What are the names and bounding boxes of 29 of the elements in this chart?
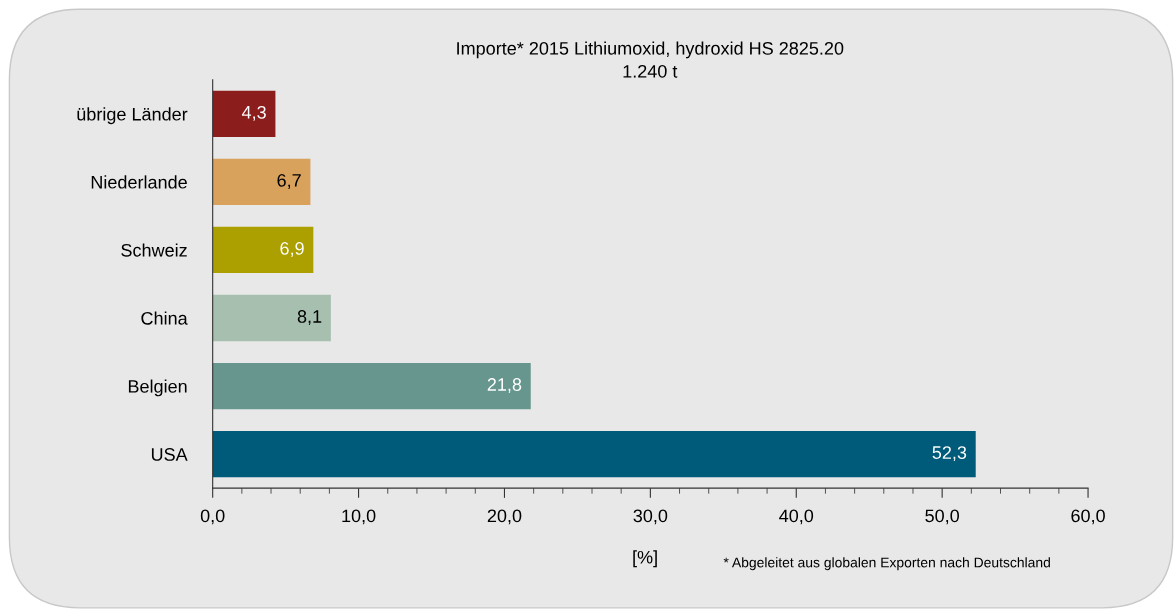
data-label: 21,8 [487,378,522,394]
x-tick-label: 0,0 [200,509,225,525]
x-tick-label: 20,0 [487,509,522,525]
chart-title: Importe* 2015 Lithiumoxid, hydroxid HS 2825.20 [457,41,844,59]
bar [212,90,276,137]
x-axis-title: [%] [633,550,657,568]
x-tick-label: 30,0 [633,509,668,525]
bar [212,158,311,206]
chart-subtitle: 1.240 t [623,64,678,78]
data-label: 6,7 [277,173,301,189]
data-label: 4,3 [241,105,266,121]
x-tick-label: 40,0 [779,509,814,525]
bar [212,430,976,478]
y-tick-label: Schweiz [121,243,187,257]
bar [212,294,331,342]
data-label: 8,1 [297,310,322,325]
data-label: 6,9 [280,242,304,257]
text: * Abgeleitet aus globalen Exporten nach Deutschland [723,557,1050,571]
bar [212,362,531,410]
x-tick-label: 60,0 [1071,509,1105,525]
y-tick-label: übrige Länder [77,107,188,125]
bar [212,226,314,274]
y-tick-label: Belgien [128,379,187,397]
x-tick-label: 50,0 [925,509,960,525]
data-label: 52,3 [932,446,967,462]
y-tick-label: USA [151,448,188,461]
y-tick-label: Niederlande [91,175,187,189]
y-tick-label: China [141,311,188,325]
x-tick-label: 10,0 [342,509,376,525]
